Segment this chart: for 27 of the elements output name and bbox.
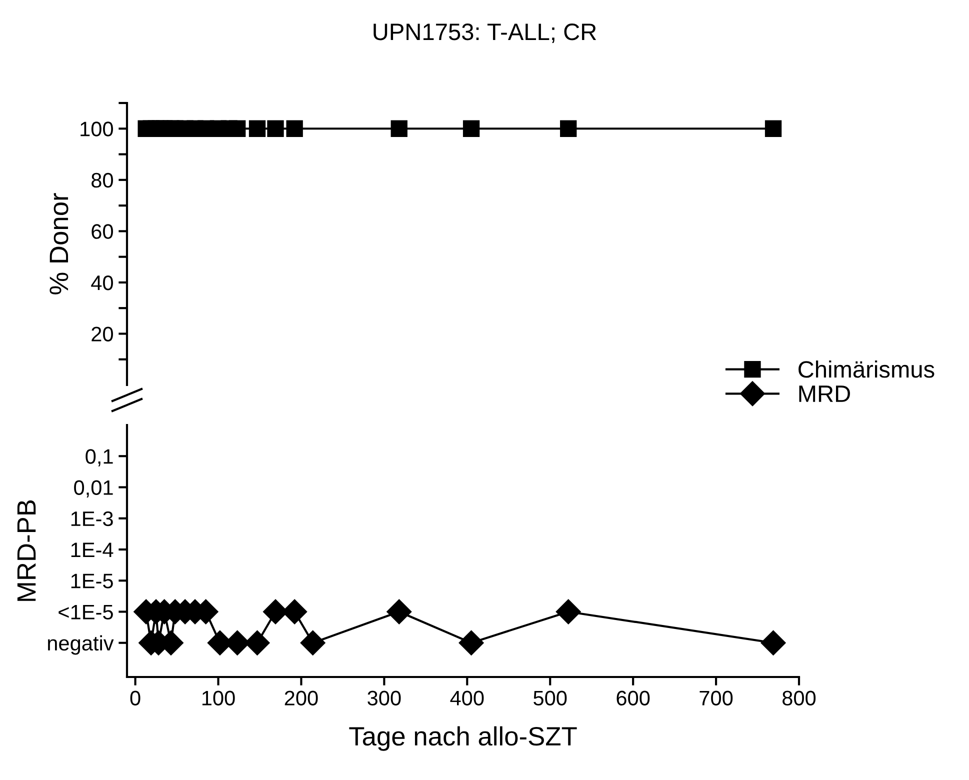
x-tick-label: 500 (534, 690, 567, 706)
x-tick-label: 700 (700, 690, 733, 706)
y-tick-label: 0,01 (74, 480, 113, 498)
y-tick-label: 1E-3 (71, 511, 113, 526)
x-tick-label: 200 (284, 690, 318, 706)
y-axis-title: % Donor (50, 193, 68, 294)
y-tick-label: 40 (91, 275, 113, 290)
x-tick-label: 800 (782, 690, 816, 706)
y-tick-label: 1E-5 (71, 574, 113, 588)
y-tick-label: 80 (92, 172, 113, 188)
x-tick-label: 100 (202, 690, 235, 706)
x-axis-title: Tage nach allo-SZT (349, 726, 577, 751)
x-tick-label: 400 (450, 690, 484, 706)
legend-label: Chimärismus (798, 360, 934, 378)
y-tick-label: 1E-4 (71, 542, 114, 558)
y-tick-label: 0,1 (86, 449, 113, 466)
chart-title: UPN1753: T-ALL; CR (374, 24, 596, 44)
legend-label: MRD (799, 386, 850, 402)
y-axis-title: MRD-PB (17, 500, 36, 601)
x-tick-label: 300 (368, 690, 401, 706)
y-tick-label: negativ (48, 635, 114, 655)
y-tick-label: <1E-5 (58, 604, 113, 620)
y-tick-label: 60 (92, 224, 113, 239)
y-tick-label: 20 (92, 326, 113, 342)
y-tick-label: 100 (80, 122, 113, 136)
x-tick-label: 600 (616, 690, 650, 706)
x-tick-label: 0 (130, 690, 140, 706)
